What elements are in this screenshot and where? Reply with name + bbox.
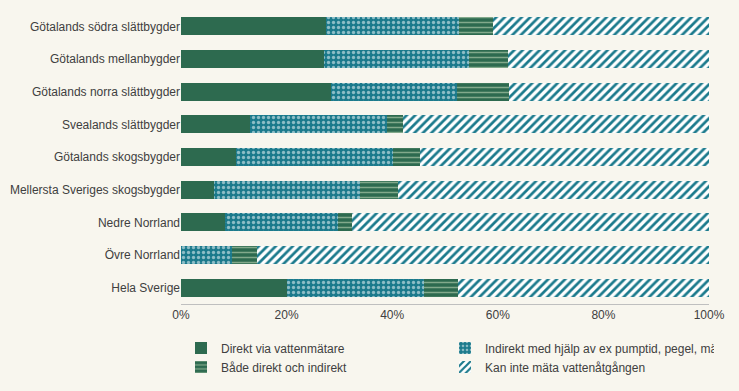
svg-text:Götalands norra slättbygder: Götalands norra slättbygder xyxy=(32,85,180,99)
svg-text:Hela Sverige: Hela Sverige xyxy=(111,281,180,295)
svg-text:Svealands slättbygder: Svealands slättbygder xyxy=(62,118,180,132)
svg-text:Indirekt med hjälp av ex pumpt: Indirekt med hjälp av ex pumptid, pegel,… xyxy=(485,342,714,356)
svg-text:Götalands södra slättbygder: Götalands södra slättbygder xyxy=(30,20,180,34)
svg-text:80%: 80% xyxy=(591,308,615,322)
svg-text:0%: 0% xyxy=(172,308,190,322)
svg-text:60%: 60% xyxy=(486,308,510,322)
svg-text:Götalands skogsbygder: Götalands skogsbygder xyxy=(54,150,180,164)
svg-text:40%: 40% xyxy=(380,308,404,322)
svg-text:Mellersta Sveriges skogsbygder: Mellersta Sveriges skogsbygder xyxy=(10,183,180,197)
svg-text:20%: 20% xyxy=(275,308,299,322)
svg-text:100%: 100% xyxy=(694,308,725,322)
svg-text:Både direkt och indirekt: Både direkt och indirekt xyxy=(221,361,347,375)
svg-text:Direkt via vattenmätare: Direkt via vattenmätare xyxy=(221,342,345,356)
svg-text:Nedre Norrland: Nedre Norrland xyxy=(98,216,180,230)
svg-text:Götalands mellanbygder: Götalands mellanbygder xyxy=(50,52,180,66)
svg-text:Övre Norrland: Övre Norrland xyxy=(105,248,180,262)
svg-text:Kan inte mäta vattenåtgången: Kan inte mäta vattenåtgången xyxy=(485,361,645,375)
